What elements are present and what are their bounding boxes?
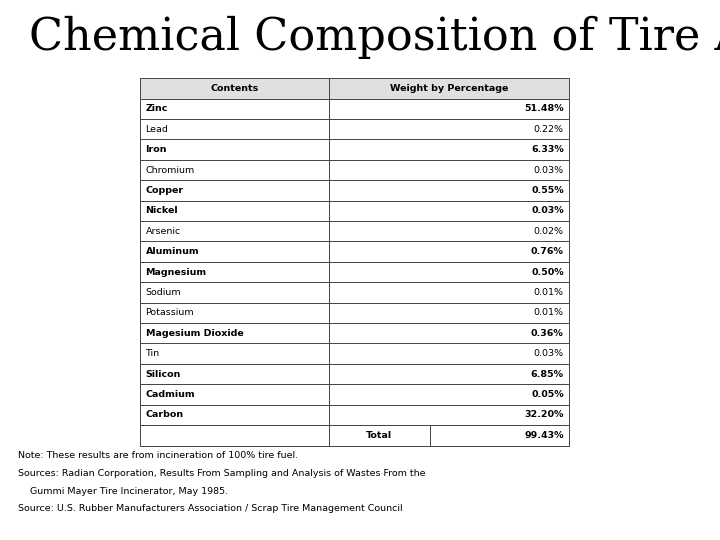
Text: 0.22%: 0.22% — [534, 125, 564, 134]
Text: 6.85%: 6.85% — [531, 369, 564, 379]
Text: Copper: Copper — [145, 186, 184, 195]
Bar — [140, 404, 329, 425]
Bar — [329, 303, 569, 323]
Bar — [329, 404, 569, 425]
Text: 0.55%: 0.55% — [531, 186, 564, 195]
Bar — [140, 323, 329, 343]
Text: Contents: Contents — [210, 84, 258, 93]
Bar — [140, 160, 329, 180]
Text: Arsenic: Arsenic — [145, 227, 181, 236]
Bar — [140, 78, 329, 99]
Bar — [329, 282, 569, 303]
Bar — [329, 241, 569, 262]
Text: Magnesium: Magnesium — [145, 268, 207, 276]
Bar — [329, 221, 569, 241]
Text: Chemical Composition of Tire Ash: Chemical Composition of Tire Ash — [29, 16, 720, 59]
Bar — [140, 201, 329, 221]
Text: 0.76%: 0.76% — [531, 247, 564, 256]
Text: Sources: Radian Corporation, Results From Sampling and Analysis of Wastes From t: Sources: Radian Corporation, Results Fro… — [18, 469, 426, 478]
Bar — [140, 425, 329, 446]
Bar — [140, 139, 329, 160]
Text: 6.33%: 6.33% — [531, 145, 564, 154]
Text: 0.03%: 0.03% — [534, 349, 564, 358]
Text: Gummi Mayer Tire Incinerator, May 1985.: Gummi Mayer Tire Incinerator, May 1985. — [18, 487, 228, 496]
Bar — [140, 343, 329, 364]
Bar — [140, 180, 329, 201]
Text: Tin: Tin — [145, 349, 160, 358]
Bar — [329, 160, 569, 180]
Bar — [140, 282, 329, 303]
Bar — [430, 425, 569, 446]
Bar — [329, 139, 569, 160]
Text: Sodium: Sodium — [145, 288, 181, 297]
Text: Weight by Percentage: Weight by Percentage — [390, 84, 508, 93]
Bar — [329, 180, 569, 201]
Bar — [329, 384, 569, 404]
Bar — [329, 364, 569, 384]
Text: Total: Total — [366, 431, 392, 440]
Bar — [140, 364, 329, 384]
Bar — [140, 241, 329, 262]
Bar — [140, 384, 329, 404]
Text: Source: U.S. Rubber Manufacturers Association / Scrap Tire Management Council: Source: U.S. Rubber Manufacturers Associ… — [18, 504, 402, 514]
Text: 0.02%: 0.02% — [534, 227, 564, 236]
Text: Zinc: Zinc — [145, 104, 168, 113]
Bar — [140, 99, 329, 119]
Text: 0.03%: 0.03% — [531, 206, 564, 215]
Text: Aluminum: Aluminum — [145, 247, 199, 256]
Text: Magesium Dioxide: Magesium Dioxide — [145, 329, 243, 338]
Text: Iron: Iron — [145, 145, 167, 154]
Bar — [329, 262, 569, 282]
Text: 0.05%: 0.05% — [531, 390, 564, 399]
Text: Silicon: Silicon — [145, 369, 181, 379]
Bar — [140, 221, 329, 241]
Text: 0.01%: 0.01% — [534, 288, 564, 297]
Bar — [329, 323, 569, 343]
Bar — [140, 303, 329, 323]
Bar — [329, 78, 569, 99]
Text: 99.43%: 99.43% — [524, 431, 564, 440]
Bar — [329, 201, 569, 221]
Text: Cadmium: Cadmium — [145, 390, 195, 399]
Text: 32.20%: 32.20% — [524, 410, 564, 420]
Text: 0.36%: 0.36% — [531, 329, 564, 338]
Text: Potassium: Potassium — [145, 308, 194, 318]
Bar — [140, 119, 329, 139]
Bar — [329, 425, 430, 446]
Text: Carbon: Carbon — [145, 410, 184, 420]
Text: Lead: Lead — [145, 125, 168, 134]
Text: 0.01%: 0.01% — [534, 308, 564, 318]
Text: 0.03%: 0.03% — [534, 166, 564, 174]
Bar — [140, 262, 329, 282]
Bar — [329, 119, 569, 139]
Text: 51.48%: 51.48% — [524, 104, 564, 113]
Text: Note: These results are from incineration of 100% tire fuel.: Note: These results are from incineratio… — [18, 451, 298, 460]
Text: Nickel: Nickel — [145, 206, 178, 215]
Text: 0.50%: 0.50% — [531, 268, 564, 276]
Bar — [329, 343, 569, 364]
Bar — [329, 99, 569, 119]
Text: Chromium: Chromium — [145, 166, 195, 174]
